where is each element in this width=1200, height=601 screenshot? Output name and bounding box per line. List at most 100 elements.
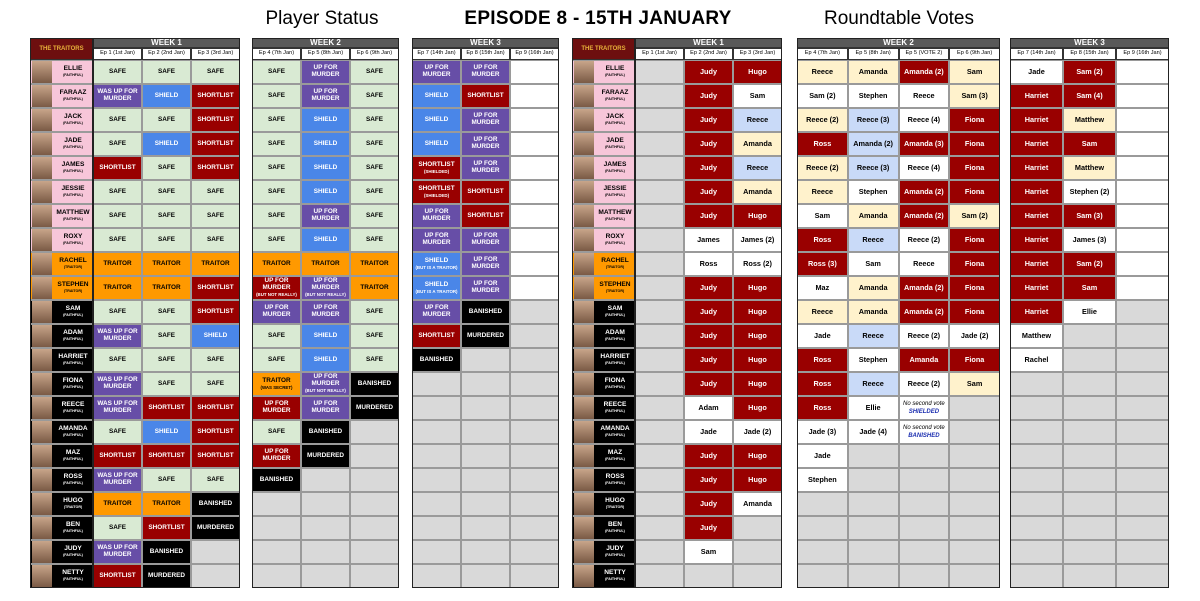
cell: Harriet: [1010, 84, 1063, 108]
name-block: JACK (FAITHFUL): [54, 113, 92, 126]
cell: Hugo: [733, 372, 782, 396]
cell: SAFE: [191, 228, 240, 252]
player: BEN: [66, 521, 80, 529]
cell-text: Fiona: [964, 259, 985, 269]
cell-text: TRAITOR: [152, 259, 181, 267]
cell-text: Hugo: [748, 355, 767, 365]
cell: [350, 492, 399, 516]
player-role: (FAITHFUL): [605, 577, 625, 582]
cell-text: Hugo: [748, 283, 767, 293]
player-name: HUGO (TRAITOR): [572, 492, 635, 516]
name-block: STEPHEN (TRAITOR): [54, 281, 92, 294]
cell-text: MURDERED: [356, 403, 393, 411]
cell-text: Sam (3): [961, 91, 988, 101]
player: ADAM: [605, 329, 625, 337]
cell: UP FOR MURDER: [301, 60, 350, 84]
cell: TRAITOR: [142, 252, 191, 276]
player-role: (FAITHFUL): [605, 433, 625, 438]
cell: Judy: [684, 372, 733, 396]
cell-text: SAFE: [365, 307, 384, 315]
cell: [1010, 492, 1063, 516]
player: MATTHEW: [598, 209, 632, 217]
cell: [510, 420, 559, 444]
cell: UP FOR MURDER: [252, 396, 301, 420]
cell: SHIELD: [412, 132, 461, 156]
cell: UP FOR MURDER: [461, 132, 510, 156]
cell: [412, 492, 461, 516]
cell: [1116, 540, 1169, 564]
cell-text: Sam: [1081, 139, 1098, 149]
cell: Judy: [684, 132, 733, 156]
cell-text: Amanda: [909, 355, 939, 365]
cell-text: Jade (4): [859, 427, 887, 437]
cell: Judy: [684, 348, 733, 372]
cell: Sam: [1063, 132, 1116, 156]
name-block: ROSS (FAITHFUL): [596, 473, 634, 486]
cell: WAS UP FOR MURDER: [93, 324, 142, 348]
cell: SAFE: [350, 204, 399, 228]
cell: [301, 468, 350, 492]
name-block: NETTY (FAITHFUL): [54, 569, 92, 582]
player-role: (TRAITOR): [63, 265, 83, 270]
cell-text: Amanda (2): [904, 283, 944, 293]
cell: [510, 300, 559, 324]
roundtable-title: Roundtable Votes: [823, 8, 975, 29]
cell: Stephen: [847, 348, 899, 372]
player-name: ADAM (FAITHFUL): [30, 324, 93, 348]
cell: BANISHED: [461, 300, 510, 324]
cell: [1116, 132, 1169, 156]
cell: SHIELD (BUT IS A TRAITOR): [412, 252, 461, 276]
cell-text: Ross: [813, 139, 832, 149]
player-name: ELLIE (FAITHFUL): [572, 60, 635, 84]
portrait: [32, 493, 52, 515]
cell-text: Rachel: [1024, 355, 1049, 365]
player-role: (FAITHFUL): [63, 337, 83, 342]
player-role: (FAITHFUL): [63, 361, 83, 366]
player: JUDY: [606, 545, 624, 553]
cell: SAFE: [142, 180, 191, 204]
cell-text: Fiona: [964, 355, 985, 365]
cell-text: Harriet: [1024, 307, 1049, 317]
cell: SAFE: [252, 420, 301, 444]
cell-text: Harriet: [1024, 139, 1049, 149]
cell-text: SAFE: [365, 355, 384, 363]
cell: BANISHED: [252, 468, 301, 492]
cell: [1116, 468, 1169, 492]
cell-text: SAFE: [206, 355, 225, 363]
cell: [461, 420, 510, 444]
player: FIONA: [604, 377, 626, 385]
cell-text: SAFE: [206, 235, 225, 243]
episode-label: Ep 5 (8th Jan): [307, 50, 344, 57]
cell-text: Amanda (3): [904, 139, 944, 149]
cell-text: UP FOR MURDER: [471, 160, 500, 174]
player: ROXY: [63, 233, 83, 241]
week-header: WEEK 1: [635, 38, 782, 48]
cell-text: SAFE: [157, 163, 176, 171]
cell: Reece: [797, 60, 848, 84]
cell-text: SHIELD: [154, 91, 179, 99]
name-block: JESSIE (FAITHFUL): [54, 185, 92, 198]
portrait: [32, 397, 52, 419]
cell-text: SAFE: [365, 331, 384, 339]
cell: Harriet: [1010, 276, 1063, 300]
cell: TRAITOR: [191, 252, 240, 276]
cell: UP FOR MURDER: [461, 228, 510, 252]
cell: Stephen: [847, 180, 899, 204]
player-name: ADAM (FAITHFUL): [572, 324, 635, 348]
cell-text: SHIELD: [203, 331, 228, 339]
cell-text: Stephen (2): [1069, 187, 1110, 197]
name-block: HUGO (TRAITOR): [54, 497, 92, 510]
cell: SHORTLIST: [461, 180, 510, 204]
cell: [412, 564, 461, 588]
portrait: [32, 421, 52, 443]
cell: Reece (3): [847, 108, 899, 132]
cell-text: SHORTLIST: [197, 403, 234, 411]
cell: Sam (2): [797, 84, 848, 108]
cell-text: SAFE: [157, 307, 176, 315]
cell-text: Amanda: [858, 211, 888, 221]
cell-text: SAFE: [267, 235, 286, 243]
cell-text: Reece (4): [907, 163, 941, 173]
player-role: (FAITHFUL): [605, 361, 625, 366]
cell-text: TRAITOR: [360, 259, 389, 267]
cell-text: TRAITOR: [262, 259, 291, 267]
